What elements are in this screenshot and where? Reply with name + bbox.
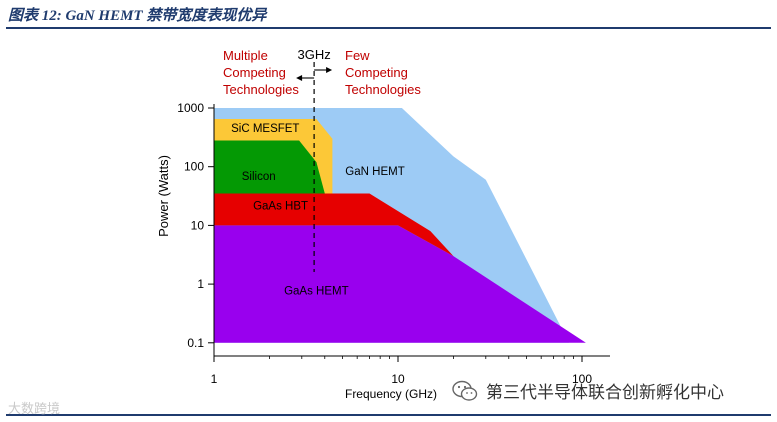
figure-title: 图表 12: GaN HEMT 禁带宽度表现优异 — [8, 8, 267, 24]
region-label-gaas-hbt: GaAs HBT — [253, 200, 308, 212]
x-tick-label: 10 — [391, 372, 405, 386]
chart-labels: Frequency (GHz) Power (Watts) SiC MESFET Si… — [156, 47, 437, 401]
region-label-sic-mesfet: SiC MESFET — [231, 123, 299, 135]
left-arrow-head — [296, 75, 303, 81]
annotation-left-line: Multiple — [223, 48, 268, 63]
x-tick-label: 1 — [211, 372, 218, 386]
y-tick-label: 100 — [184, 160, 204, 174]
x-tick-label: 100 — [572, 372, 592, 386]
right-arrow-head — [326, 67, 333, 73]
x-axis-label: Frequency (GHz) — [345, 387, 437, 401]
watermark-left: 大数跨境 — [8, 401, 61, 416]
region-label-gaas-hemt: GaAs HEMT — [284, 285, 349, 297]
watermark-right-text: 第三代半导体联合创新孵化中心 — [486, 383, 724, 402]
chart-regions — [214, 108, 586, 343]
region-gaas-hbt — [214, 193, 454, 257]
y-tick-label: 1000 — [177, 101, 204, 115]
annotation-left-line: Technologies — [223, 82, 299, 97]
region-gaas-hemt — [214, 225, 586, 343]
chart-axes: 1000 100 10 1 0.1 1 10 100 — [177, 101, 610, 386]
annotation-right-line: Few — [345, 48, 370, 63]
watermark-right: 第三代半导体联合创新孵化中心 — [452, 378, 724, 403]
y-tick-label: 10 — [191, 218, 205, 232]
region-label-silicon: Silicon — [242, 171, 276, 183]
title-rule — [6, 27, 771, 29]
annotation-left-line: Competing — [223, 65, 286, 80]
region-silicon — [214, 140, 325, 194]
region-label-gan-hemt: GaN HEMT — [345, 166, 404, 178]
divider-label: 3GHz — [297, 47, 330, 62]
wechat-icon — [452, 380, 478, 402]
annotation-right-line: Technologies — [345, 82, 421, 97]
annotation-right-line: Competing — [345, 65, 408, 80]
bottom-rule — [6, 414, 771, 416]
y-axis-label: Power (Watts) — [156, 155, 171, 237]
y-tick-label: 0.1 — [187, 336, 204, 350]
y-tick-label: 1 — [197, 277, 204, 291]
